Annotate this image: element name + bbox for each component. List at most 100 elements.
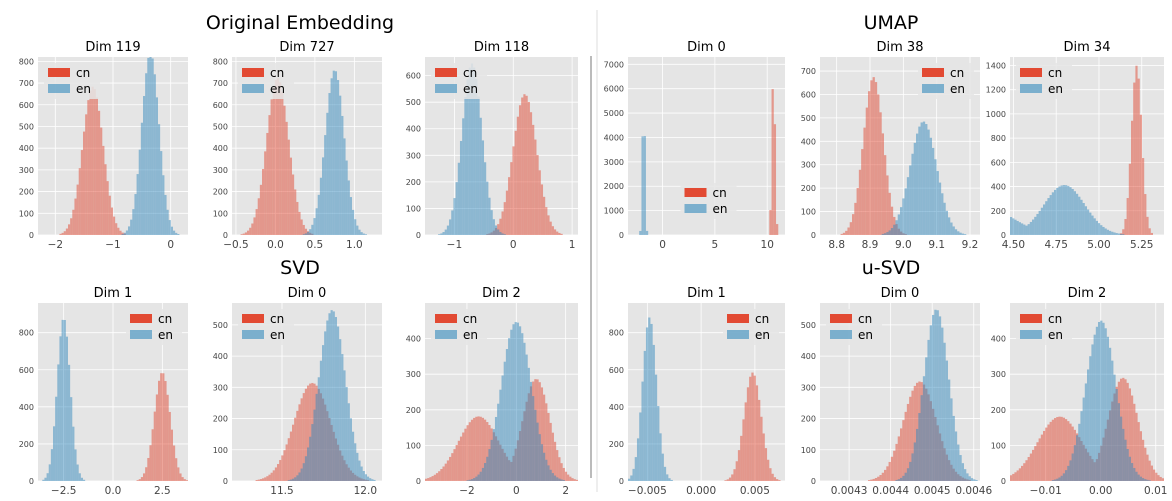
histogram-bar-cn bbox=[731, 474, 734, 481]
histogram-bar-en bbox=[356, 452, 359, 481]
histogram-bar-en bbox=[929, 137, 932, 235]
histogram-bar-cn bbox=[268, 474, 271, 481]
histogram-bar-cn bbox=[865, 107, 868, 235]
y-tick-label: 0 bbox=[811, 231, 816, 240]
histogram-bar-en bbox=[78, 473, 81, 481]
histogram-bar-en bbox=[59, 336, 62, 481]
histogram-bar-cn bbox=[1051, 419, 1054, 481]
histogram-bar-en bbox=[1148, 480, 1151, 481]
histogram-bar-cn bbox=[769, 468, 772, 481]
histogram-bar-cn bbox=[1045, 427, 1048, 481]
legend-swatch-cn bbox=[1020, 68, 1042, 77]
histogram-bar-en bbox=[654, 374, 658, 481]
histogram-bar-en bbox=[354, 443, 357, 481]
histogram-bar-cn bbox=[1049, 421, 1052, 481]
y-tick-label: 600 bbox=[609, 366, 624, 375]
histogram-bar-en bbox=[470, 63, 474, 235]
histogram-bar-cn bbox=[158, 380, 161, 481]
histogram-bar-en bbox=[319, 177, 322, 235]
plot-title: Dim 38 bbox=[877, 40, 924, 55]
histogram-bar-cn bbox=[767, 459, 770, 481]
histogram-bar-en bbox=[941, 193, 944, 235]
histogram-bar-cn bbox=[735, 461, 738, 481]
histogram-bar-en bbox=[636, 438, 640, 481]
histogram-bar-en bbox=[1095, 220, 1098, 235]
histogram-bar-en bbox=[349, 197, 352, 235]
histogram-bar-en bbox=[514, 322, 517, 481]
x-tick-label: 0.5 bbox=[307, 239, 324, 251]
histogram-bar-en bbox=[897, 479, 900, 481]
histogram-bar-en bbox=[162, 175, 165, 235]
histogram-bar-en bbox=[1098, 322, 1101, 481]
histogram-bar-cn bbox=[900, 428, 903, 481]
histogram-bar-en bbox=[486, 181, 489, 235]
x-tick-label: −0.01 bbox=[1030, 485, 1062, 497]
histogram-bar-en bbox=[446, 225, 450, 235]
histogram-bar-cn bbox=[459, 436, 463, 481]
histogram-bar-cn bbox=[543, 196, 546, 235]
y-tick-label: 100 bbox=[801, 208, 816, 217]
x-tick-label: 11.5 bbox=[270, 485, 293, 497]
histogram-bar-en bbox=[328, 313, 331, 481]
x-tick-label: 5 bbox=[712, 239, 719, 251]
histogram-bar-cn bbox=[1159, 476, 1162, 481]
histogram-bar-cn bbox=[538, 170, 541, 235]
y-tick-label: 300 bbox=[213, 383, 228, 392]
histogram-bar-cn bbox=[1021, 465, 1024, 481]
histogram-bar-en bbox=[1087, 209, 1090, 235]
legend-label-cn: cn bbox=[858, 312, 872, 326]
histogram-bar-cn bbox=[277, 464, 280, 481]
legend-label-en: en bbox=[76, 82, 91, 96]
histogram-bar-cn bbox=[562, 467, 565, 481]
plot-title: Dim 34 bbox=[1064, 40, 1111, 55]
histogram-bar-en bbox=[1080, 199, 1083, 235]
y-tick-label: 600 bbox=[801, 90, 816, 99]
histogram-bar-cn bbox=[849, 222, 852, 235]
histogram-panel: 0 100 200 300 400 500 0.0043 0.0044 0.0045 0.0046… bbox=[801, 286, 993, 497]
histogram-bar-cn bbox=[728, 477, 732, 481]
y-tick-label: 0 bbox=[223, 231, 228, 240]
histogram-bar-cn bbox=[771, 89, 774, 235]
histogram-bar-cn bbox=[59, 233, 62, 235]
histogram-bar-cn bbox=[549, 422, 552, 481]
histogram-bar-en bbox=[973, 479, 976, 481]
plot-title: Dim 119 bbox=[85, 40, 140, 55]
histogram-bar-en bbox=[639, 230, 642, 235]
histogram-bar-en bbox=[1146, 479, 1149, 481]
histogram-bar-cn bbox=[468, 422, 471, 481]
histogram-bar-en bbox=[296, 475, 299, 481]
y-tick-label: 0 bbox=[223, 477, 228, 486]
plot-title: Dim 0 bbox=[687, 40, 726, 55]
y-tick-label: 600 bbox=[213, 101, 228, 110]
histogram-bar-cn bbox=[886, 175, 889, 235]
histogram-bar-en bbox=[484, 162, 487, 235]
histogram-bar-en bbox=[881, 233, 884, 235]
legend-label-en: en bbox=[270, 328, 285, 342]
histogram-bar-en bbox=[475, 476, 478, 481]
histogram-bar-en bbox=[503, 361, 506, 481]
histogram-bar-cn bbox=[549, 221, 552, 235]
histogram-bar-cn bbox=[277, 78, 280, 235]
histogram-bar-cn bbox=[762, 433, 765, 481]
histogram-bar-en bbox=[317, 377, 320, 481]
y-tick-label: 400 bbox=[19, 403, 34, 412]
histogram-bar-en bbox=[292, 478, 295, 481]
histogram-bar-cn bbox=[153, 411, 156, 481]
y-tick-label: 1400 bbox=[986, 61, 1006, 70]
histogram-bar-en bbox=[1142, 478, 1145, 481]
histogram-bar-en bbox=[46, 473, 49, 481]
histogram-bar-en bbox=[1104, 328, 1107, 481]
histogram-bar-en bbox=[1120, 233, 1123, 235]
histogram-bar-en bbox=[462, 118, 465, 235]
histogram-bar-cn bbox=[1148, 460, 1151, 481]
histogram-bar-cn bbox=[516, 116, 519, 235]
histogram-bar-cn bbox=[251, 223, 254, 235]
histogram-bar-cn bbox=[881, 472, 884, 481]
histogram-bar-en bbox=[961, 233, 964, 235]
histogram-bar-en bbox=[1106, 336, 1109, 481]
histogram-bar-cn bbox=[300, 219, 303, 235]
legend: cn en bbox=[126, 309, 182, 345]
histogram-bar-en bbox=[453, 198, 456, 235]
histogram-bar-cn bbox=[861, 149, 864, 235]
